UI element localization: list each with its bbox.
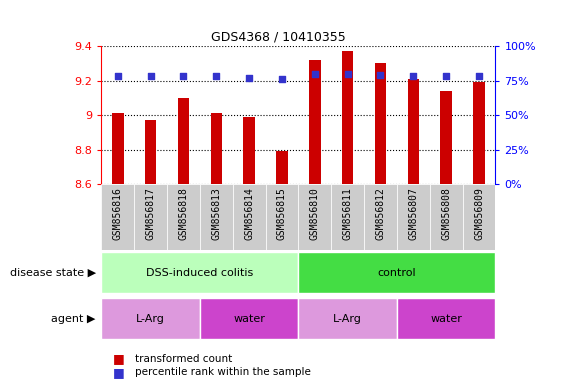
Text: GSM856818: GSM856818 — [178, 188, 189, 240]
FancyBboxPatch shape — [331, 184, 364, 250]
Bar — [211, 113, 222, 184]
FancyBboxPatch shape — [298, 184, 331, 250]
Text: agent ▶: agent ▶ — [51, 314, 96, 324]
Text: ■: ■ — [113, 366, 124, 379]
Bar — [342, 51, 354, 184]
FancyBboxPatch shape — [463, 184, 495, 250]
FancyBboxPatch shape — [266, 184, 298, 250]
Bar — [243, 117, 255, 184]
Text: GSM856817: GSM856817 — [146, 188, 155, 240]
Point — [475, 73, 484, 79]
Text: control: control — [378, 268, 416, 278]
Bar — [375, 63, 386, 184]
Text: disease state ▶: disease state ▶ — [10, 268, 96, 278]
Bar — [276, 151, 288, 184]
Text: GSM856811: GSM856811 — [343, 188, 352, 240]
Bar — [309, 60, 320, 184]
Text: transformed count: transformed count — [135, 354, 233, 364]
Bar — [473, 82, 485, 184]
Bar — [112, 113, 123, 184]
Point — [212, 73, 221, 79]
FancyBboxPatch shape — [101, 184, 134, 250]
Text: GSM856812: GSM856812 — [376, 188, 386, 240]
Bar — [178, 98, 189, 184]
Bar — [408, 79, 419, 184]
Text: water: water — [233, 314, 265, 324]
Bar — [145, 120, 157, 184]
FancyBboxPatch shape — [397, 184, 430, 250]
Point — [278, 76, 287, 82]
FancyBboxPatch shape — [298, 298, 397, 339]
FancyBboxPatch shape — [200, 184, 233, 250]
FancyBboxPatch shape — [430, 184, 463, 250]
FancyBboxPatch shape — [167, 184, 200, 250]
Text: ■: ■ — [113, 353, 124, 366]
Point — [310, 71, 319, 77]
FancyBboxPatch shape — [200, 298, 298, 339]
Text: DSS-induced colitis: DSS-induced colitis — [146, 268, 253, 278]
Point — [441, 73, 450, 79]
Point — [244, 75, 253, 81]
FancyBboxPatch shape — [298, 252, 495, 293]
Text: GSM856813: GSM856813 — [211, 188, 221, 240]
FancyBboxPatch shape — [101, 298, 200, 339]
Point — [179, 73, 188, 79]
Text: GSM856816: GSM856816 — [113, 188, 123, 240]
Point — [343, 71, 352, 77]
Text: water: water — [430, 314, 462, 324]
FancyBboxPatch shape — [101, 252, 298, 293]
Title: GDS4368 / 10410355: GDS4368 / 10410355 — [211, 30, 346, 43]
Point — [113, 73, 122, 79]
FancyBboxPatch shape — [397, 298, 495, 339]
Text: GSM856815: GSM856815 — [277, 188, 287, 240]
Text: GSM856807: GSM856807 — [408, 188, 418, 240]
Bar — [440, 91, 452, 184]
Text: percentile rank within the sample: percentile rank within the sample — [135, 367, 311, 377]
Text: GSM856810: GSM856810 — [310, 188, 320, 240]
Point — [146, 73, 155, 79]
Text: L-Arg: L-Arg — [136, 314, 165, 324]
FancyBboxPatch shape — [233, 184, 266, 250]
Text: L-Arg: L-Arg — [333, 314, 362, 324]
FancyBboxPatch shape — [134, 184, 167, 250]
Text: GSM856814: GSM856814 — [244, 188, 254, 240]
FancyBboxPatch shape — [364, 184, 397, 250]
Point — [376, 72, 385, 78]
Point — [409, 73, 418, 79]
Text: GSM856808: GSM856808 — [441, 188, 451, 240]
Text: GSM856809: GSM856809 — [474, 188, 484, 240]
